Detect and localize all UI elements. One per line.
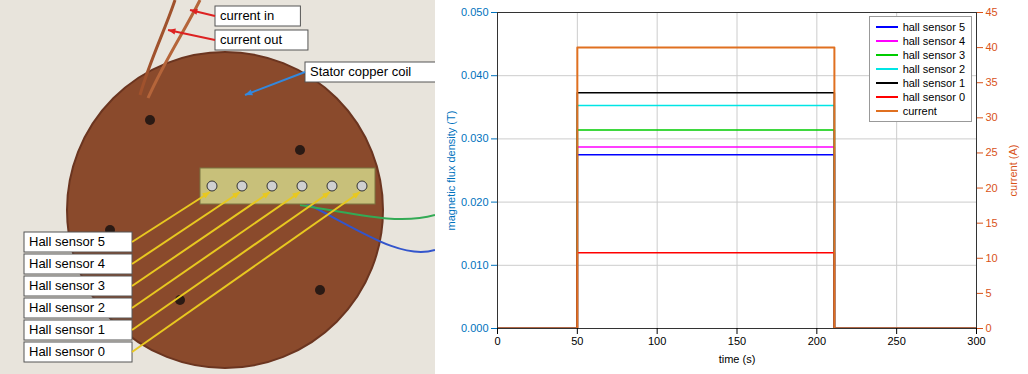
svg-text:0.010: 0.010 <box>461 259 489 271</box>
svg-text:current in: current in <box>220 8 274 23</box>
svg-text:Hall sensor 5: Hall sensor 5 <box>29 234 105 249</box>
svg-text:100: 100 <box>648 335 666 347</box>
html-text:hall sensor 1: hall sensor 1 <box>902 77 965 89</box>
svg-text:0.040: 0.040 <box>461 69 489 81</box>
svg-text:35: 35 <box>986 76 998 88</box>
svg-text:0.050: 0.050 <box>461 6 489 18</box>
svg-text:200: 200 <box>808 335 826 347</box>
svg-text:current (A): current (A) <box>1007 145 1019 197</box>
html-text:hall sensor 0: hall sensor 0 <box>902 91 965 103</box>
svg-text:45: 45 <box>986 6 998 18</box>
svg-text:0: 0 <box>494 335 500 347</box>
svg-text:Stator copper coil: Stator copper coil <box>310 64 411 79</box>
svg-text:magnetic flux density (T): magnetic flux density (T) <box>445 111 457 231</box>
html-text:hall sensor 4: hall sensor 4 <box>902 35 965 47</box>
html-text:current: current <box>902 105 937 117</box>
svg-text:0.000: 0.000 <box>461 322 489 334</box>
svg-text:current out: current out <box>220 32 283 47</box>
svg-text:25: 25 <box>986 146 998 158</box>
svg-text:Hall sensor 4: Hall sensor 4 <box>29 256 105 271</box>
svg-text:Hall sensor 1: Hall sensor 1 <box>29 322 105 337</box>
svg-text:300: 300 <box>967 335 985 347</box>
html-text:hall sensor 2: hall sensor 2 <box>902 63 965 75</box>
svg-text:Hall sensor 3: Hall sensor 3 <box>29 278 105 293</box>
svg-text:30: 30 <box>986 111 998 123</box>
svg-text:0: 0 <box>986 322 992 334</box>
svg-text:Hall sensor 2: Hall sensor 2 <box>29 300 105 315</box>
svg-text:5: 5 <box>986 287 992 299</box>
html-text:hall sensor 3: hall sensor 3 <box>902 49 965 61</box>
svg-text:150: 150 <box>728 335 746 347</box>
svg-text:15: 15 <box>986 217 998 229</box>
svg-text:0.030: 0.030 <box>461 132 489 144</box>
svg-text:40: 40 <box>986 41 998 53</box>
svg-text:Hall sensor 0: Hall sensor 0 <box>29 344 105 359</box>
svg-text:250: 250 <box>887 335 905 347</box>
svg-text:time (s): time (s) <box>719 353 756 365</box>
svg-text:50: 50 <box>571 335 583 347</box>
html-text:hall sensor 5: hall sensor 5 <box>902 21 965 33</box>
svg-text:0.020: 0.020 <box>461 196 489 208</box>
svg-text:20: 20 <box>986 182 998 194</box>
svg-text:10: 10 <box>986 252 998 264</box>
